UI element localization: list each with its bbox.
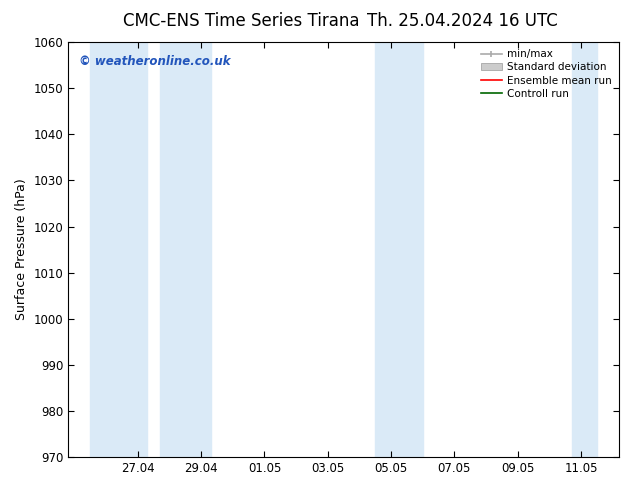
Bar (160, 42, 210, 457)
Text: © weatheronline.co.uk: © weatheronline.co.uk (79, 54, 231, 68)
Text: CMC-ENS Time Series Tirana: CMC-ENS Time Series Tirana (122, 12, 359, 30)
Y-axis label: Surface Pressure (hPa): Surface Pressure (hPa) (15, 179, 28, 320)
Legend: min/max, Standard deviation, Ensemble mean run, Controll run: min/max, Standard deviation, Ensemble me… (477, 45, 616, 103)
Text: Th. 25.04.2024 16 UTC: Th. 25.04.2024 16 UTC (368, 12, 558, 30)
Bar (375, 42, 423, 457)
Bar (90, 42, 147, 457)
Bar (571, 42, 597, 457)
